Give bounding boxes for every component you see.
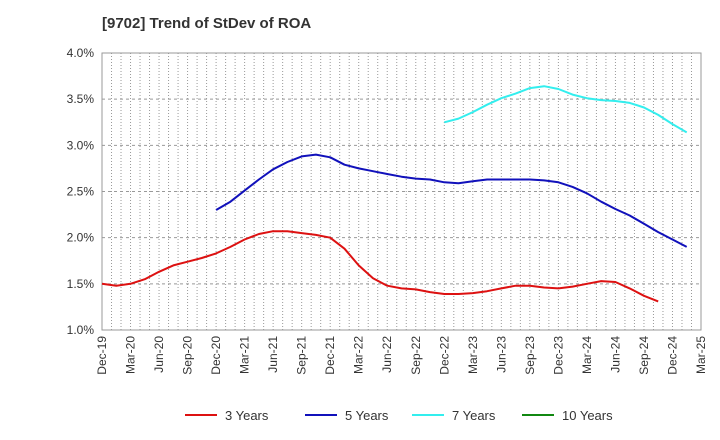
x-tick-label: Dec-23 [551, 336, 565, 375]
series-line-3-years [101, 230, 659, 303]
y-tick-label: 2.0% [67, 231, 95, 245]
legend-label: 7 Years [452, 408, 496, 423]
y-tick-label: 2.5% [67, 185, 95, 199]
x-tick-label: Mar-22 [352, 336, 366, 374]
y-tick-label: 1.5% [67, 277, 95, 291]
y-tick-label: 4.0% [67, 46, 95, 60]
x-tick-label: Dec-19 [95, 336, 109, 375]
x-tick-label: Mar-24 [580, 336, 594, 374]
x-tick-label: Mar-25 [694, 336, 708, 374]
series-line-5-years [215, 153, 688, 248]
y-axis: 1.0% 1.5% 2.0% 2.5% 3.0% 3.5% 4.0% [67, 46, 95, 337]
x-tick-label: Sep-21 [295, 336, 309, 375]
x-tick-label: Mar-23 [466, 336, 480, 374]
y-tick-label: 1.0% [67, 323, 95, 337]
x-tick-label: Dec-21 [323, 336, 337, 375]
legend: 3 Years 5 Years 7 Years 10 Years [185, 408, 613, 423]
x-tick-label: Mar-20 [124, 336, 138, 374]
y-tick-label: 3.5% [67, 92, 95, 106]
series-line-7-years [444, 85, 688, 134]
x-axis: Dec-19 Mar-20 Jun-20 Sep-20 Dec-20 Mar-21 Jun-… [95, 336, 708, 375]
x-tick-label: Jun-23 [494, 336, 508, 373]
x-tick-label: Jun-20 [152, 336, 166, 373]
gridlines [102, 53, 701, 330]
x-tick-label: Jun-24 [608, 336, 622, 373]
legend-label: 3 Years [225, 408, 269, 423]
legend-label: 5 Years [345, 408, 389, 423]
x-tick-label: Sep-20 [181, 336, 195, 375]
x-tick-label: Dec-22 [437, 336, 451, 375]
x-tick-label: Dec-20 [209, 336, 223, 375]
x-tick-label: Sep-23 [523, 336, 537, 375]
legend-label: 10 Years [562, 408, 613, 423]
x-tick-label: Sep-22 [409, 336, 423, 375]
x-tick-label: Dec-24 [665, 336, 679, 375]
series-lines [101, 85, 688, 303]
x-tick-label: Jun-21 [266, 336, 280, 373]
x-tick-label: Sep-24 [637, 336, 651, 375]
x-tick-label: Mar-21 [238, 336, 252, 374]
x-tick-label: Jun-22 [380, 336, 394, 373]
chart-title: [9702] Trend of StDev of ROA [102, 15, 312, 32]
y-tick-label: 3.0% [67, 138, 95, 152]
